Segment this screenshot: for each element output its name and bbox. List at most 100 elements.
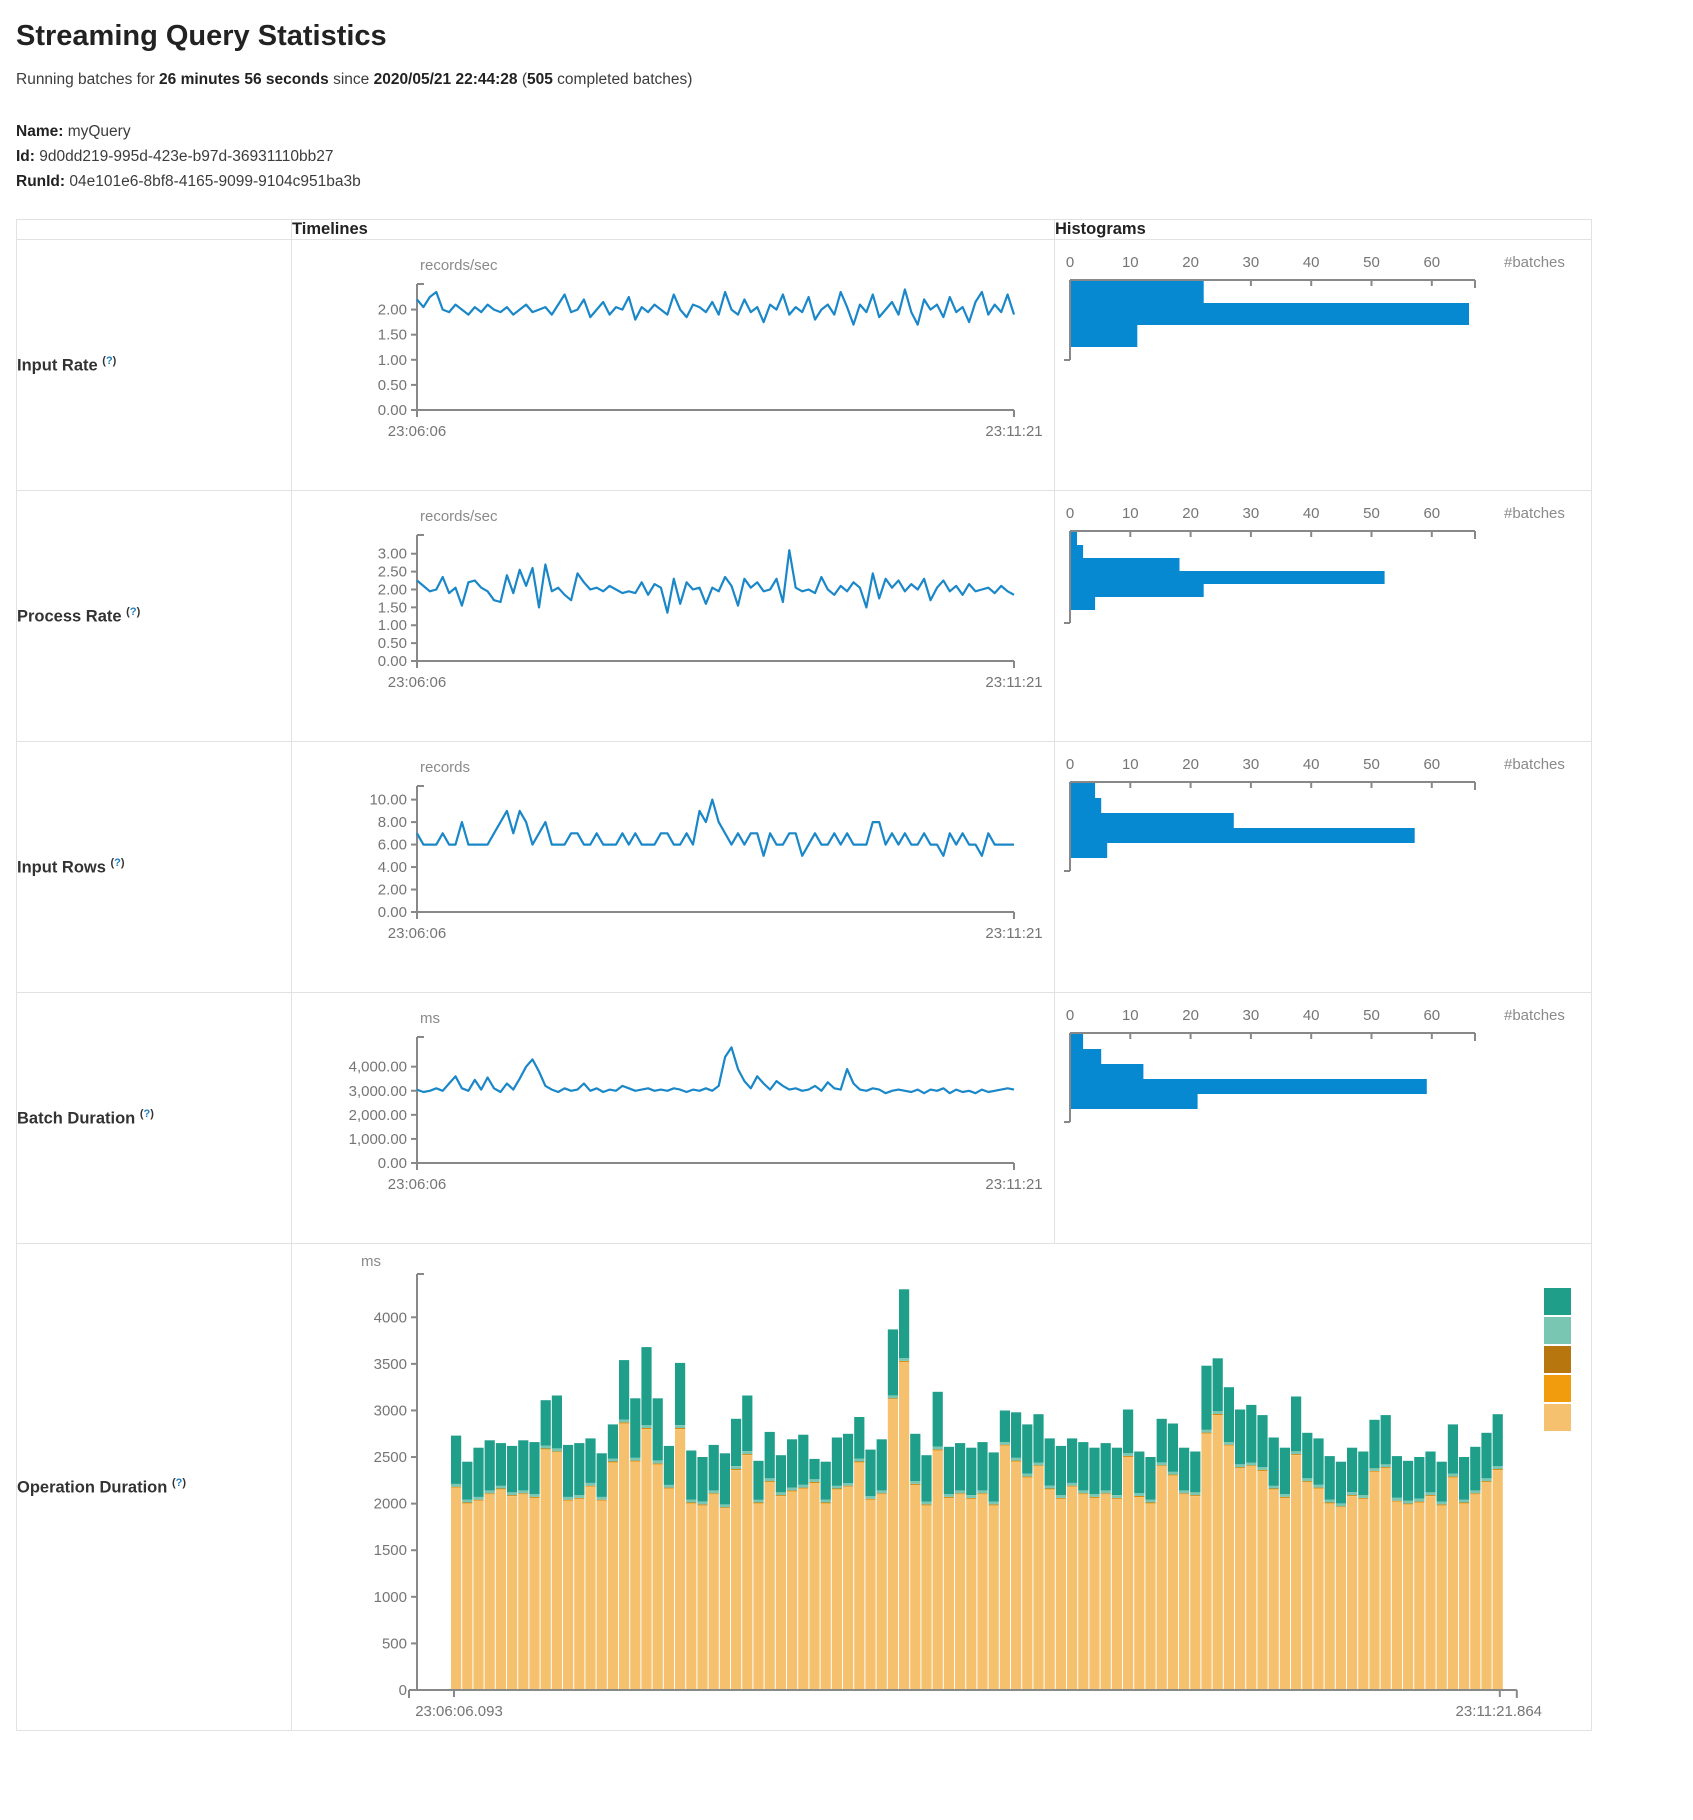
- input-rows-label: Input Rows (?): [16, 741, 292, 993]
- input-rate-timeline-cell: records/sec 2.00 1.50 1.00 0.50 0.00 23:06:06 2…: [291, 239, 1055, 491]
- svg-text:3,000.00: 3,000.00: [349, 1083, 407, 1100]
- svg-text:1000: 1000: [374, 1589, 407, 1606]
- histograms-column-header: Histograms: [1054, 219, 1592, 240]
- legend-swatch-orange: [1544, 1375, 1571, 1402]
- svg-text:6.00: 6.00: [378, 837, 407, 854]
- svg-text:50: 50: [1363, 756, 1380, 773]
- id-label: Id:: [16, 148, 35, 165]
- svg-text:40: 40: [1303, 1007, 1320, 1024]
- summary-prefix: Running batches for: [16, 71, 160, 88]
- operation-duration-svg: ms 4000 3500 3000 2500 2000 1500 1000 500 0 23:06:…: [361, 1253, 1571, 1720]
- svg-text:0: 0: [1066, 505, 1074, 522]
- svg-text:2000: 2000: [374, 1496, 407, 1513]
- operation-duration-stacked-chart: ms 4000 3500 3000 2500 2000 1500 1000 500 0 23:06:…: [292, 1244, 1591, 1730]
- svg-text:30: 30: [1243, 505, 1260, 522]
- svg-text:1.50: 1.50: [378, 599, 407, 616]
- svg-text:#batches: #batches: [1504, 756, 1565, 773]
- process-rate-histogram-chart: 0 10 20 30 40 50 60 #batches: [1055, 491, 1591, 741]
- svg-text:0.00: 0.00: [378, 1155, 407, 1172]
- input-rows-timeline-chart: records 10.00 8.00 6.00 4.00 2.00 0.00 23:06:06…: [292, 742, 1054, 992]
- svg-text:records/sec: records/sec: [420, 257, 498, 274]
- query-id-line: Id: 9d0dd219-995d-423e-b97d-36931110bb27: [16, 148, 1677, 166]
- svg-text:50: 50: [1363, 1007, 1380, 1024]
- timelines-column-header: Timelines: [291, 219, 1055, 240]
- svg-text:30: 30: [1243, 254, 1260, 271]
- svg-text:40: 40: [1303, 756, 1320, 773]
- input-rate-help-icon[interactable]: (?): [102, 354, 117, 367]
- svg-text:4.00: 4.00: [378, 859, 407, 876]
- summary-paren: (: [517, 71, 527, 88]
- svg-text:1,000.00: 1,000.00: [349, 1131, 407, 1148]
- svg-text:0.50: 0.50: [378, 377, 407, 394]
- input-rows-help-icon[interactable]: (?): [110, 856, 125, 869]
- table-row: Input Rate (?) records/sec 2.00 1.50 1.00 0.…: [16, 239, 1592, 491]
- process-rate-histogram-cell: 0 10 20 30 40 50 60 #batches: [1054, 490, 1592, 742]
- svg-text:1500: 1500: [374, 1542, 407, 1559]
- svg-text:#batches: #batches: [1504, 1007, 1565, 1024]
- operation-duration-chart-cell: ms 4000 3500 3000 2500 2000 1500 1000 500 0 23:06:…: [291, 1243, 1592, 1731]
- input-rows-histogram-chart: 0 10 20 30 40 50 60 #batches: [1055, 742, 1591, 992]
- svg-text:3500: 3500: [374, 1356, 407, 1373]
- table-row: Batch Duration (?) ms 4,000.00 3,000.00 2,0…: [16, 992, 1592, 1244]
- svg-text:1.50: 1.50: [378, 327, 407, 344]
- svg-text:500: 500: [382, 1635, 407, 1652]
- svg-text:23:06:06: 23:06:06: [388, 674, 446, 691]
- process-rate-label: Process Rate (?): [16, 490, 292, 742]
- process-rate-help-icon[interactable]: (?): [126, 605, 141, 618]
- svg-text:23:06:06: 23:06:06: [388, 423, 446, 440]
- table-row: Operation Duration (?) ms 4000 3500 3000 250…: [16, 1243, 1592, 1731]
- svg-text:20: 20: [1182, 1007, 1199, 1024]
- name-value: myQuery: [63, 123, 131, 140]
- svg-text:23:11:21: 23:11:21: [985, 925, 1042, 942]
- svg-text:0: 0: [1066, 1007, 1074, 1024]
- svg-text:23:11:21: 23:11:21: [985, 1176, 1042, 1193]
- svg-text:0: 0: [1066, 756, 1074, 773]
- svg-text:1.00: 1.00: [378, 352, 407, 369]
- svg-text:40: 40: [1303, 254, 1320, 271]
- legend-swatch-teal: [1544, 1288, 1571, 1315]
- svg-text:2.00: 2.00: [378, 302, 407, 319]
- svg-text:40: 40: [1303, 505, 1320, 522]
- process-rate-histogram-svg: 0 10 20 30 40 50 60 #batches: [1064, 505, 1565, 624]
- svg-text:#batches: #batches: [1504, 254, 1565, 271]
- svg-text:23:06:06: 23:06:06: [388, 925, 446, 942]
- svg-text:23:11:21: 23:11:21: [985, 674, 1042, 691]
- running-duration: 26 minutes 56 seconds: [159, 71, 329, 88]
- batch-duration-histogram-chart: 0 10 20 30 40 50 60 #batches: [1055, 993, 1591, 1243]
- svg-text:2.50: 2.50: [378, 564, 407, 581]
- svg-text:10: 10: [1122, 1007, 1139, 1024]
- svg-text:20: 20: [1182, 756, 1199, 773]
- svg-text:60: 60: [1423, 756, 1440, 773]
- svg-text:0: 0: [1066, 254, 1074, 271]
- input-rate-timeline-svg: records/sec 2.00 1.50 1.00 0.50 0.00 23:06:06 2…: [378, 257, 1043, 440]
- svg-text:0.50: 0.50: [378, 635, 407, 652]
- legend-swatch-dark-gold: [1544, 1346, 1571, 1373]
- process-rate-timeline-chart: records/sec 3.00 2.50 2.00 1.50 1.00 0.50 0.00 2…: [292, 491, 1054, 741]
- start-time: 2020/05/21 22:44:28: [373, 71, 518, 88]
- svg-text:records/sec: records/sec: [420, 508, 498, 525]
- streaming-query-statistics-page: Streaming Query Statistics Running batch…: [16, 20, 1677, 1731]
- svg-text:2,000.00: 2,000.00: [349, 1107, 407, 1124]
- operation-duration-help-icon[interactable]: (?): [171, 1476, 187, 1489]
- svg-text:#batches: #batches: [1504, 505, 1565, 522]
- table-header-row: Timelines Histograms: [16, 219, 1592, 240]
- svg-text:ms: ms: [361, 1253, 381, 1270]
- running-batches-summary: Running batches for 26 minutes 56 second…: [16, 71, 1677, 89]
- summary-mid: since: [328, 71, 374, 88]
- table-row: Input Rows (?) records 10.00 8.00 6.00 4.00 2…: [16, 741, 1592, 993]
- svg-text:0.00: 0.00: [378, 653, 407, 670]
- svg-text:ms: ms: [420, 1010, 440, 1027]
- svg-text:8.00: 8.00: [378, 814, 407, 831]
- input-rows-timeline-svg: records 10.00 8.00 6.00 4.00 2.00 0.00 23:06:06…: [369, 759, 1042, 942]
- svg-text:2500: 2500: [374, 1449, 407, 1466]
- svg-text:0.00: 0.00: [378, 904, 407, 921]
- batch-duration-label: Batch Duration (?): [16, 992, 292, 1244]
- svg-text:10: 10: [1122, 756, 1139, 773]
- batch-duration-help-icon[interactable]: (?): [139, 1107, 154, 1120]
- input-rate-label: Input Rate (?): [16, 239, 292, 491]
- svg-text:4,000.00: 4,000.00: [349, 1059, 407, 1076]
- input-rate-histogram-cell: 0 10 20 30 40 50 60 #batches: [1054, 239, 1592, 491]
- input-rate-histogram-chart: 0 10 20 30 40 50 60 #batches: [1055, 240, 1591, 490]
- page-title: Streaming Query Statistics: [16, 20, 387, 52]
- completed-batches-count: 505: [526, 71, 553, 88]
